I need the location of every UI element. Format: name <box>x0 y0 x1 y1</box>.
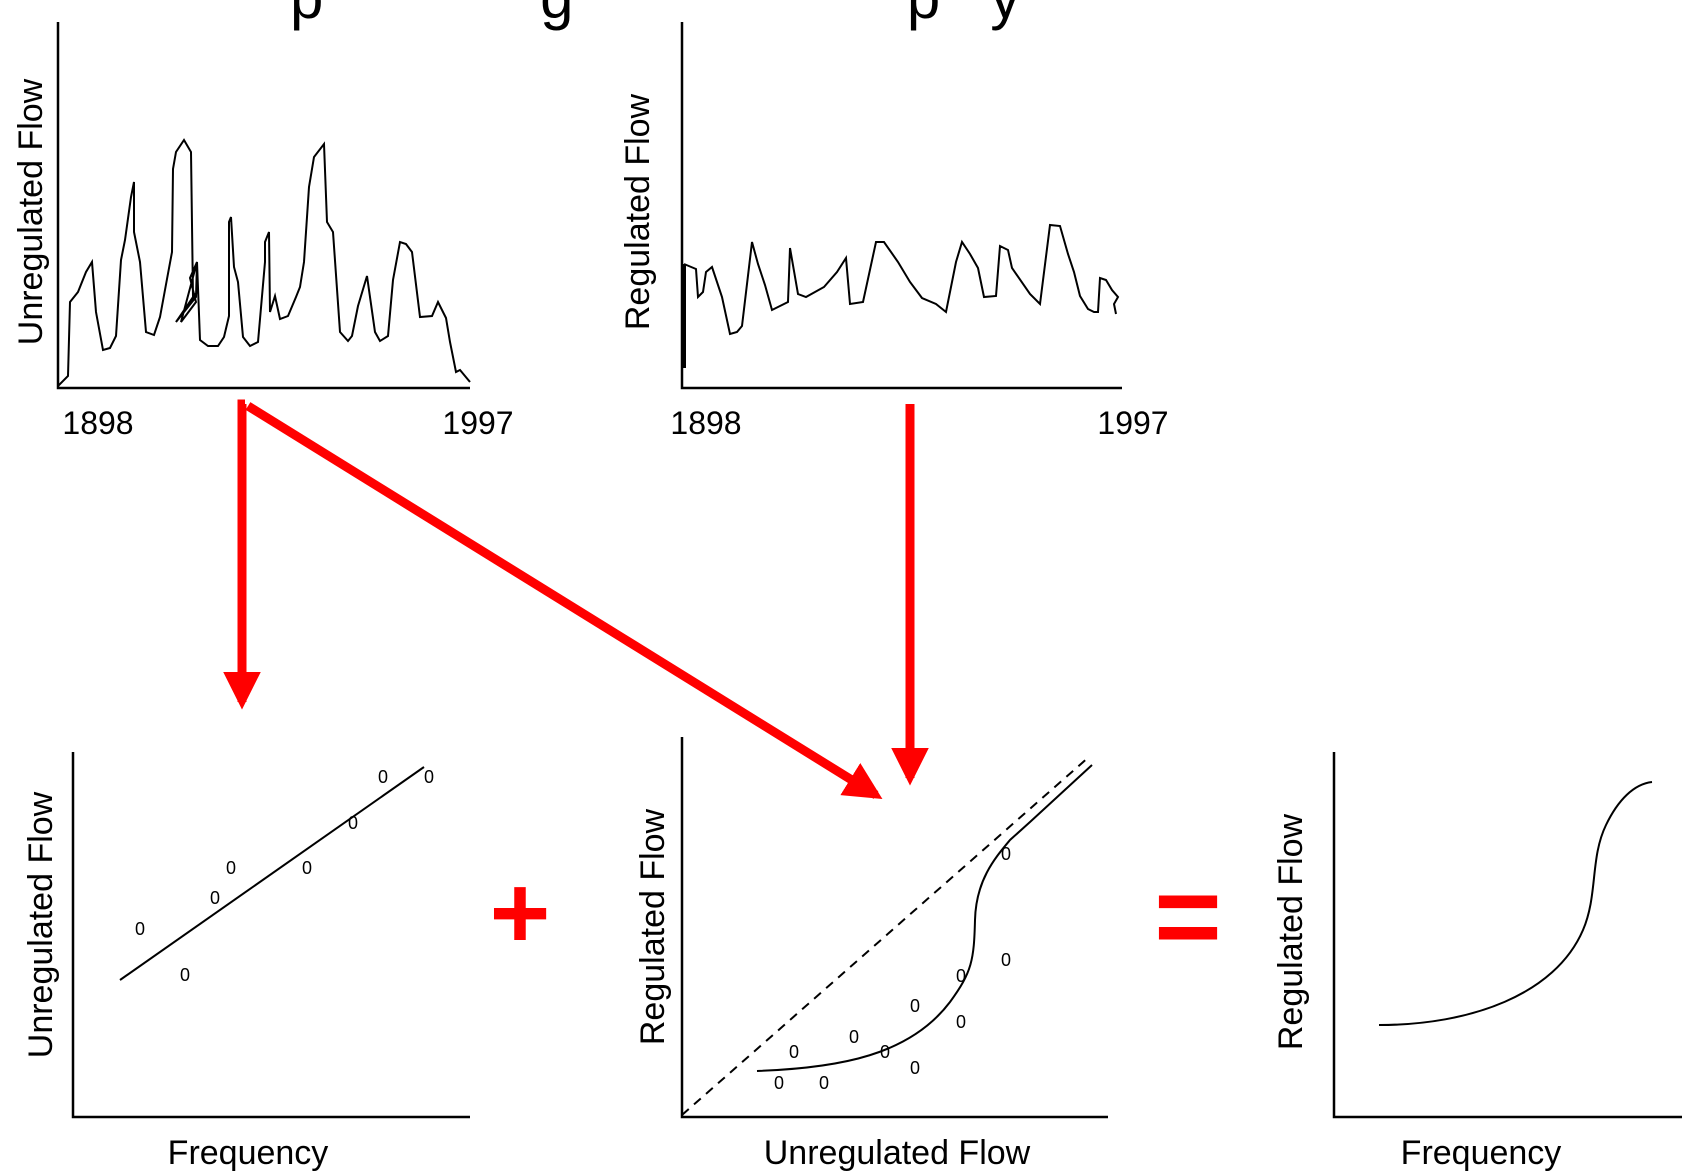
regulated-frequency-x-label: Frequency <box>1401 1134 1562 1172</box>
arrow-to-unregulated-frequency <box>223 399 261 710</box>
regulated-axes <box>680 22 1122 390</box>
regulated-series-y-label: Regulated Flow <box>619 93 657 330</box>
observation-point: 0 <box>910 1058 920 1078</box>
observation-point: 0 <box>348 813 358 833</box>
unregulated-axes <box>56 22 470 390</box>
observation-point: 0 <box>135 919 145 939</box>
regulated-series-x-start: 1898 <box>670 405 741 441</box>
unregulated-frequency-panel: 0 0 0 0 0 0 0 0 Unregulated Flow Frequen… <box>22 752 470 1172</box>
regulated-frequency-axes <box>1332 752 1682 1119</box>
unregulated-frequency-x-label: Frequency <box>168 1134 329 1172</box>
unregulated-frequency-points: 0 0 0 0 0 0 0 0 <box>135 767 434 985</box>
unregulated-series-x-end: 1997 <box>442 405 513 441</box>
regulated-vs-unregulated-panel: 0 0 0 0 0 0 0 0 0 0 0 Regulated Flow Unr… <box>634 737 1108 1172</box>
unregulated-flow-line <box>57 138 471 387</box>
regulated-series-panel: Regulated Flow 1898 1997 <box>619 22 1169 441</box>
observation-point: 0 <box>910 996 920 1016</box>
unregulated-frequency-fit-line <box>119 766 425 981</box>
regulated-series-x-end: 1997 <box>1097 405 1168 441</box>
observation-point: 0 <box>819 1073 829 1093</box>
one-to-one-dashed-line <box>681 755 1091 1116</box>
observation-point: 0 <box>226 858 236 878</box>
unregulated-frequency-y-label: Unregulated Flow <box>22 791 60 1058</box>
observation-point: 0 <box>880 1042 890 1062</box>
unregulated-series-x-start: 1898 <box>62 405 133 441</box>
unregulated-frequency-axes <box>71 752 470 1119</box>
observation-point: 0 <box>774 1073 784 1093</box>
observation-point: 0 <box>956 1012 966 1032</box>
observation-point: 0 <box>789 1042 799 1062</box>
observation-point: 0 <box>1001 844 1011 864</box>
observation-point: 0 <box>1001 950 1011 970</box>
regulated-vs-unregulated-x-label: Unregulated Flow <box>764 1134 1031 1172</box>
regulated-frequency-panel: Regulated Flow Frequency <box>1272 752 1682 1172</box>
plus-operator: + <box>490 855 551 971</box>
observation-point: 0 <box>849 1027 859 1047</box>
observation-point: 0 <box>378 767 388 787</box>
equals-operator: = <box>1154 851 1222 981</box>
page-title: p g p y <box>290 0 1020 31</box>
observation-point: 0 <box>956 966 966 986</box>
flow-arrows <box>223 399 929 799</box>
observation-point: 0 <box>424 767 434 787</box>
regulated-frequency-y-label: Regulated Flow <box>1272 813 1310 1050</box>
observation-point: 0 <box>210 888 220 908</box>
regulated-vs-unregulated-points: 0 0 0 0 0 0 0 0 0 0 0 <box>774 844 1011 1093</box>
observation-point: 0 <box>302 858 312 878</box>
unregulated-series-y-label: Unregulated Flow <box>12 78 50 345</box>
regulated-vs-unregulated-curve <box>756 764 1093 1072</box>
regulated-vs-unregulated-y-label: Regulated Flow <box>634 808 672 1045</box>
unregulated-series-panel: Unregulated Flow 1898 1997 <box>12 22 514 441</box>
arrow-to-regulated-vs-unregulated-from-unregulated <box>245 402 883 799</box>
regulated-flow-line <box>683 223 1120 336</box>
regulated-frequency-curve <box>1378 781 1653 1026</box>
regulated-vs-unregulated-axes <box>680 737 1108 1119</box>
observation-point: 0 <box>180 965 190 985</box>
